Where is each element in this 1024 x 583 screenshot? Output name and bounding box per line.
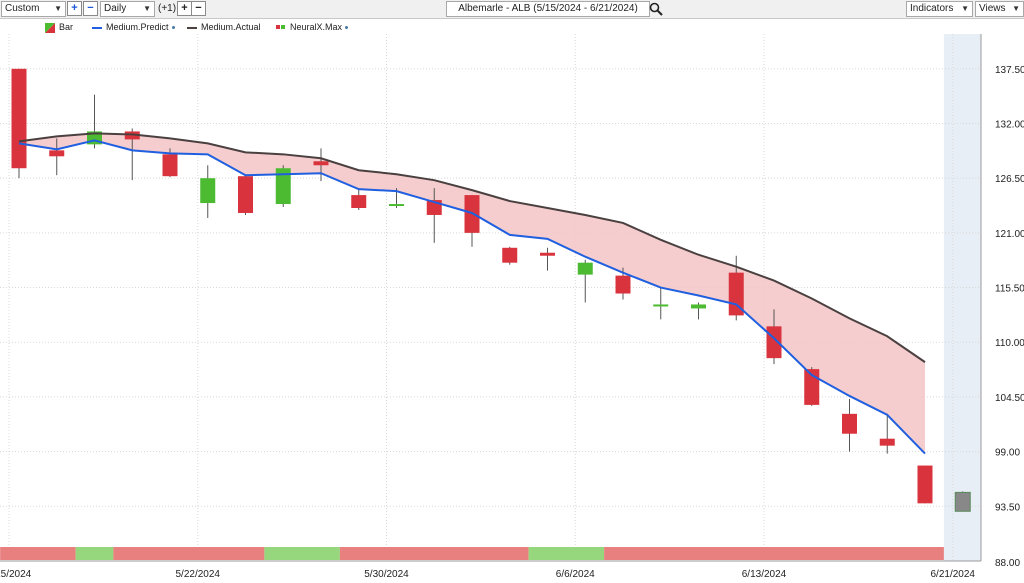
search-button[interactable] [648,1,664,17]
predict-line-icon [92,26,102,29]
symbol-title-field[interactable]: Albemarle - ALB (5/15/2024 - 6/21/2024) [446,1,650,17]
neural-swatch-icon [276,24,285,29]
x-tick-label: 6/6/2024 [556,569,595,580]
legend-item-neural[interactable]: NeuralX.Max [276,22,349,33]
signal-segment [113,547,265,560]
offset-label: (+1) [158,3,177,14]
plus-icon: + [181,2,188,14]
interval-select-value: Daily [104,3,127,14]
y-tick-label: 137.50 [995,65,1024,76]
offset-increase-button[interactable]: + [177,1,192,16]
chevron-down-icon: ▼ [143,4,151,13]
x-tick-label: 6/21/2024 [931,569,976,580]
settings-dot-icon[interactable] [345,26,349,30]
y-tick-label: 115.50 [995,284,1024,295]
minus-icon: − [87,2,94,14]
offset-decrease-button[interactable]: − [191,1,206,16]
search-icon [649,2,663,16]
x-tick-label: 6/13/2024 [742,569,787,580]
symbol-title: Albemarle - ALB (5/15/2024 - 6/21/2024) [458,3,638,14]
remove-button[interactable]: − [83,1,98,16]
candle-body[interactable] [842,413,857,434]
signal-segment [264,547,340,560]
views-label: Views [979,3,1006,14]
y-tick-label: 93.50 [995,502,1020,513]
candle-body[interactable] [275,168,291,205]
medium-predict-line[interactable] [18,139,926,455]
candle-body[interactable] [162,154,178,177]
settings-dot-icon[interactable] [171,26,175,30]
candle-body[interactable] [653,304,669,307]
indicators-label: Indicators [910,3,954,14]
candle-body[interactable] [917,465,933,504]
y-tick-label: 104.50 [995,393,1024,404]
bar-swatch-icon [45,22,55,33]
legend-label-predict: Medium.Predict [106,22,169,32]
y-tick-label: 88.00 [995,558,1020,569]
plot-area [0,34,981,561]
chevron-down-icon: ▼ [961,4,969,13]
y-tick-label: 110.00 [995,338,1024,349]
preset-select-value: Custom [5,3,40,14]
x-tick-label: 5/22/2024 [176,569,221,580]
candle-body[interactable] [577,262,593,275]
add-button[interactable]: + [67,1,82,16]
actual-line-icon [187,26,197,29]
x-tick-label: 5/15/2024 [0,569,32,580]
chevron-down-icon: ▼ [54,4,62,13]
signal-segment [75,547,114,560]
plus-icon: + [71,2,78,14]
signal-segment [528,547,605,560]
candle-body[interactable] [540,252,555,256]
candle-body[interactable] [49,150,65,157]
legend-item-actual[interactable]: Medium.Actual [187,22,261,32]
candle-body[interactable] [200,178,216,204]
candle-body[interactable] [238,176,253,213]
signal-segment [604,547,944,560]
candle-body[interactable] [351,195,367,209]
indicators-dropdown[interactable]: Indicators ▼ [906,1,973,17]
y-tick-label: 132.00 [995,119,1024,130]
y-tick-label: 99.00 [995,448,1020,459]
chart-legend: Bar Medium.Predict Medium.Actual NeuralX… [0,18,940,34]
forecast-region [943,34,981,561]
candle-body[interactable] [389,204,404,207]
medium-actual-line[interactable] [18,132,926,363]
legend-label-actual: Medium.Actual [201,22,261,32]
legend-item-predict[interactable]: Medium.Predict [92,22,175,32]
toolbar: Custom ▼ + − Daily ▼ (+1) + − Albemarle … [0,0,1024,19]
y-tick-label: 121.00 [995,229,1024,240]
legend-label-bar: Bar [59,22,74,32]
x-tick-label: 5/30/2024 [364,569,409,580]
legend-item-bar[interactable]: Bar [45,22,73,33]
interval-select[interactable]: Daily ▼ [100,1,155,17]
candle-body[interactable] [954,491,971,512]
candle-body[interactable] [879,438,895,446]
chevron-down-icon: ▼ [1012,4,1020,13]
preset-select[interactable]: Custom ▼ [1,1,66,17]
signal-segment [339,547,529,560]
candle-body[interactable] [11,68,27,169]
candle-body[interactable] [691,304,706,309]
candle-body[interactable] [502,247,518,263]
candle-body[interactable] [728,272,744,316]
candle-body[interactable] [615,275,631,294]
y-tick-label: 126.50 [995,174,1024,185]
signal-segment [0,547,76,560]
legend-label-neural: NeuralX.Max [290,22,343,32]
candle-body[interactable] [313,161,329,166]
minus-icon: − [195,2,202,14]
